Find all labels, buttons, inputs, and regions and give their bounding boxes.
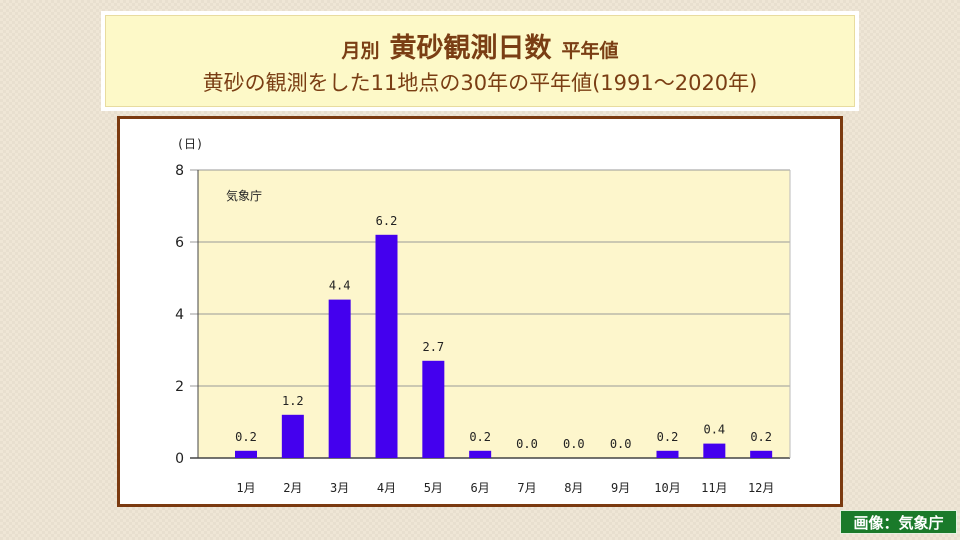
- bar: [281, 414, 304, 458]
- x-tick-label: 6月: [471, 481, 490, 495]
- bar-value-label: 0.2: [469, 430, 491, 444]
- bar-value-label: 0.2: [750, 430, 772, 444]
- title-main: 黄砂観測日数: [389, 32, 552, 64]
- x-tick-label: 12月: [748, 481, 774, 495]
- bar: [750, 450, 773, 458]
- bar: [469, 450, 492, 458]
- bar-value-label: 0.4: [703, 423, 725, 437]
- x-tick-label: 3月: [330, 481, 349, 495]
- x-tick-label: 2月: [283, 481, 302, 495]
- bar-value-label: 2.7: [422, 340, 444, 354]
- bar-value-label: 0.0: [563, 437, 585, 451]
- bar-value-label: 6.2: [376, 214, 398, 228]
- source-note: 気象庁: [226, 188, 262, 203]
- y-tick-label: 4: [175, 307, 184, 323]
- x-tick-label: 11月: [701, 481, 727, 495]
- bar-value-label: 0.2: [657, 430, 679, 444]
- bar: [235, 450, 257, 458]
- bar-chart: 0 2 4 6 8 (日) 気象庁 0.2 1月 1.2 2月 4.4 3月 6.2 4月 2.7 5月 0.2 6…: [175, 137, 791, 495]
- bar-value-label: 4.4: [329, 279, 351, 293]
- subtitle: 黄砂の観測をした11地点の30年の平年値(1991〜2020年): [202, 70, 758, 95]
- y-tick-label: 8: [175, 163, 184, 179]
- bar: [375, 234, 398, 458]
- x-tick-label: 4月: [377, 481, 396, 495]
- title-banner: 月別 黄砂観測日数 平年値 黄砂の観測をした11地点の30年の平年値(1991〜…: [105, 15, 855, 107]
- y-tick-label: 0: [175, 451, 184, 467]
- bar: [422, 360, 445, 458]
- bar-value-label: 1.2: [282, 394, 304, 408]
- x-tick-label: 9月: [611, 481, 630, 495]
- title-box: 月別 黄砂観測日数 平年値 黄砂の観測をした11地点の30年の平年値(1991〜…: [101, 11, 859, 111]
- x-tick-label: 7月: [517, 481, 536, 495]
- bar-value-label: 0.2: [235, 430, 257, 444]
- title-line: 月別 黄砂観測日数 平年値: [341, 26, 618, 65]
- bar: [656, 450, 679, 458]
- title-suffix: 平年値: [561, 39, 619, 62]
- x-tick-label: 5月: [424, 481, 443, 495]
- y-axis-label: (日): [177, 137, 203, 151]
- bar: [703, 443, 726, 458]
- x-tick-label: 1月: [236, 481, 255, 495]
- bar-value-label: 0.0: [516, 437, 538, 451]
- x-tick-label: 10月: [654, 481, 680, 495]
- bar: [328, 299, 351, 458]
- y-tick-label: 2: [175, 379, 184, 395]
- y-tick-label: 6: [175, 235, 184, 251]
- image-credit: 画像：気象庁: [840, 510, 957, 534]
- x-tick-label: 8月: [564, 481, 583, 495]
- title-prefix: 月別: [341, 39, 380, 62]
- chart-frame: 0 2 4 6 8 (日) 気象庁 0.2 1月 1.2 2月 4.4 3月 6.2 4月 2.7 5月 0.2 6…: [117, 116, 843, 507]
- bar-value-label: 0.0: [610, 437, 632, 451]
